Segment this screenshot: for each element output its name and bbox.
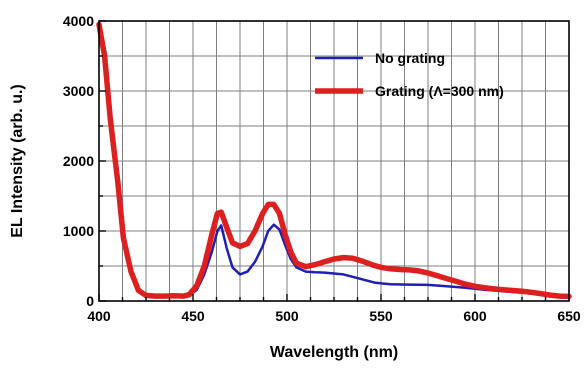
y-tick-label: 0 bbox=[86, 293, 94, 309]
y-axis-title: EL Intensity (arb. u.) bbox=[9, 84, 26, 238]
x-tick-label: 450 bbox=[181, 308, 205, 324]
series-line-grating bbox=[96, 21, 572, 300]
tick-labels: 400 450 500 550 600 650 0 1000 2000 3000 4000 bbox=[63, 13, 581, 324]
x-tick-label: 650 bbox=[557, 308, 581, 324]
legend-label-grating: Grating (Λ=300 nm) bbox=[375, 83, 504, 99]
series-layer bbox=[96, 21, 572, 300]
y-tick-label: 4000 bbox=[63, 13, 94, 29]
x-tick-label: 600 bbox=[463, 308, 487, 324]
x-tick-label: 500 bbox=[275, 308, 299, 324]
y-tick-label: 1000 bbox=[63, 223, 94, 239]
y-tick-label: 2000 bbox=[63, 153, 94, 169]
legend: No grating Grating (Λ=300 nm) bbox=[315, 50, 504, 99]
x-axis-title: Wavelength (nm) bbox=[270, 344, 398, 361]
x-tick-label: 400 bbox=[87, 308, 111, 324]
axis-ticks bbox=[98, 20, 570, 302]
y-tick-label: 3000 bbox=[63, 83, 94, 99]
x-tick-label: 550 bbox=[369, 308, 393, 324]
legend-label-no-grating: No grating bbox=[375, 50, 445, 66]
